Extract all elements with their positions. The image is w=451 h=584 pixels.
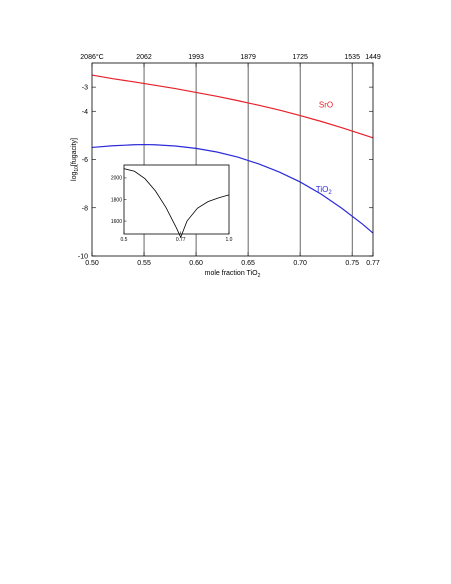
- top-tick-label: 2086°C: [80, 53, 103, 61]
- y-axis-label: log10[fugacity]: [71, 138, 80, 181]
- inset-frame: [123, 164, 230, 235]
- y-tick-label: -6: [82, 157, 88, 164]
- inset-y-ticks: 1600 1800 2000: [111, 176, 127, 225]
- series-lines: [91, 74, 374, 234]
- x-tick-label: 0.75: [345, 260, 359, 267]
- y-axis-ticks: -3 -4 -6 -8 -10: [78, 85, 373, 261]
- inset-x-ticks: 0.5 0.77 1.0: [121, 231, 233, 243]
- series-line-sro: [91, 74, 374, 139]
- x-tick-label: 0.65: [241, 260, 255, 267]
- x-tick-label: 0.77: [366, 260, 380, 267]
- inset-series: [123, 168, 230, 239]
- series-label-sro: SrO: [319, 101, 333, 110]
- top-temperature-axis: 2086°C 2062 1993 1879 1725 1535 1449: [80, 53, 381, 67]
- x-tick-label: 0.60: [189, 260, 203, 267]
- series-line-tio2: [91, 143, 374, 234]
- inset-y-tick-label: 2000: [111, 176, 122, 182]
- x-tick-label: 0.50: [85, 260, 99, 267]
- inset-y-tick-label: 1600: [111, 219, 122, 225]
- x-axis-label: mole fraction TiO2: [205, 270, 261, 279]
- x-tick-label: 0.55: [137, 260, 151, 267]
- inset-y-tick-label: 1800: [111, 197, 122, 203]
- inset-x-tick-label: 1.0: [226, 237, 233, 243]
- top-tick-label: 1535: [344, 54, 360, 61]
- inset-curve: [123, 168, 230, 239]
- inset-x-tick-label: 0.5: [121, 237, 128, 243]
- top-tick-label: 1879: [240, 54, 256, 61]
- top-tick-label: 2062: [136, 54, 152, 61]
- inset-x-tick-label: 0.77: [176, 237, 186, 243]
- y-tick-label: -8: [82, 205, 88, 212]
- x-tick-label: 0.70: [293, 260, 307, 267]
- series-label-tio2: TiO2: [316, 185, 333, 196]
- y-tick-label: -4: [82, 109, 88, 116]
- top-tick-label: 1993: [188, 54, 204, 61]
- x-axis-ticks: 0.50 0.55 0.60 0.65 0.70 0.75 0.77: [85, 252, 380, 267]
- top-tick-label: 1449: [365, 54, 381, 61]
- inset-chart: 0.5 0.77 1.0 1600 1800 2000: [111, 164, 233, 243]
- y-tick-label: -3: [82, 85, 88, 92]
- y-tick-label: -10: [78, 254, 88, 261]
- top-tick-label: 1725: [292, 54, 308, 61]
